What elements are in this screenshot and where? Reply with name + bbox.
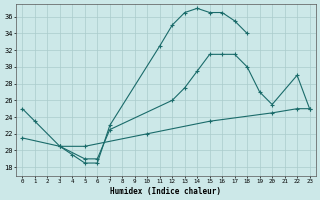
X-axis label: Humidex (Indice chaleur): Humidex (Indice chaleur): [110, 187, 221, 196]
